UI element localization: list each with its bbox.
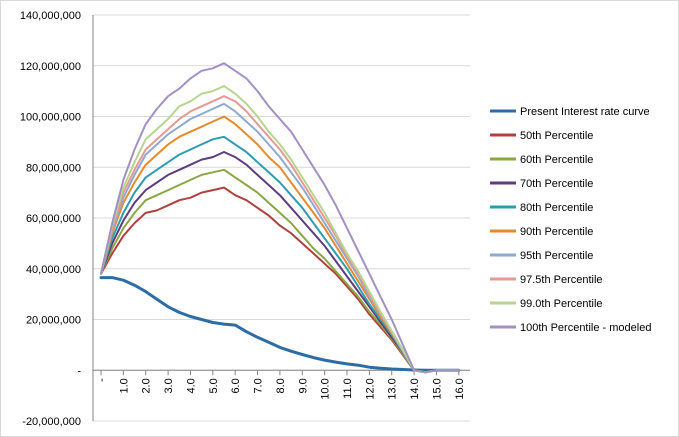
- x-tick-label: 7.0: [253, 378, 265, 393]
- y-tick-label: 140,000,000: [20, 10, 81, 22]
- x-tick-label: 15.0: [431, 378, 443, 399]
- legend-label: Present Interest rate curve: [520, 106, 650, 118]
- legend-label: 50th Percentile: [520, 130, 593, 142]
- legend-item: 97.5th Percentile: [490, 274, 603, 286]
- legend: Present Interest rate curve 50th Percenti…: [490, 106, 651, 334]
- x-tick-label: 11.0: [342, 378, 354, 399]
- x-tick-label: 13.0: [387, 378, 399, 399]
- legend-item: 70th Percentile: [490, 178, 593, 190]
- series-line-1: [99, 276, 461, 372]
- legend-label: 70th Percentile: [520, 178, 593, 190]
- y-tick-label: 40,000,000: [26, 264, 81, 276]
- series-lines: [99, 62, 461, 374]
- x-tick-label: 2.0: [141, 378, 153, 393]
- x-tick-label: 6.0: [230, 378, 242, 393]
- legend-item: 80th Percentile: [490, 202, 593, 214]
- series-line-10: [100, 62, 460, 374]
- series-line-6: [100, 115, 460, 374]
- legend-label: 90th Percentile: [520, 226, 593, 238]
- legend-label: 99.0th Percentile: [520, 298, 603, 310]
- x-tick-label: 14.0: [409, 378, 421, 399]
- series-line-8: [100, 95, 460, 374]
- y-tick-label: 60,000,000: [26, 213, 81, 225]
- x-tick-label: 3.0: [163, 378, 175, 393]
- legend-item: 60th Percentile: [490, 154, 593, 166]
- series-line-3: [100, 168, 460, 374]
- x-tick-label: 12.0: [364, 378, 376, 399]
- series-line-5: [100, 135, 460, 374]
- y-tick-label: 100,000,000: [20, 112, 81, 124]
- x-tick-label: 10.0: [320, 378, 332, 399]
- x-tick-label: 16.0: [454, 378, 466, 399]
- y-tick-label: 120,000,000: [20, 61, 81, 73]
- series-line-9: [100, 85, 460, 374]
- legend-label: 95th Percentile: [520, 250, 593, 262]
- series-line-4: [100, 151, 460, 374]
- legend-item: 90th Percentile: [490, 226, 593, 238]
- legend-item: 99.0th Percentile: [490, 298, 603, 310]
- legend-item: 50th Percentile: [490, 130, 593, 142]
- x-tick-label: 5.0: [208, 378, 220, 393]
- legend-item: Present Interest rate curve: [490, 106, 650, 118]
- y-tick-label: -20,000,000: [22, 416, 81, 428]
- x-tick-label: 8.0: [275, 378, 287, 393]
- legend-item: 100th Percentile - modeled: [490, 322, 651, 334]
- x-tick-label: 9.0: [297, 378, 309, 393]
- y-tick-label: 80,000,000: [26, 162, 81, 174]
- series-line-2: [100, 186, 460, 374]
- x-tick-label: -: [96, 378, 108, 382]
- legend-label: 100th Percentile - modeled: [520, 322, 651, 334]
- y-axis: -20,000,000-20,000,00040,000,00060,000,0…: [20, 10, 94, 428]
- x-tick-label: 1.0: [118, 378, 130, 393]
- legend-label: 97.5th Percentile: [520, 274, 603, 286]
- legend-label: 80th Percentile: [520, 202, 593, 214]
- y-tick-label: -: [77, 365, 81, 377]
- y-tick-label: 20,000,000: [26, 315, 81, 327]
- x-tick-label: 4.0: [185, 378, 197, 393]
- legend-item: 95th Percentile: [490, 250, 593, 262]
- legend-label: 60th Percentile: [520, 154, 593, 166]
- gridlines: [93, 14, 470, 422]
- x-axis: - 1.0 2.0 3.0 4.0 5.0 6.0 7.0 8.0 9.0 10.0 11.0 12.0…: [93, 369, 470, 400]
